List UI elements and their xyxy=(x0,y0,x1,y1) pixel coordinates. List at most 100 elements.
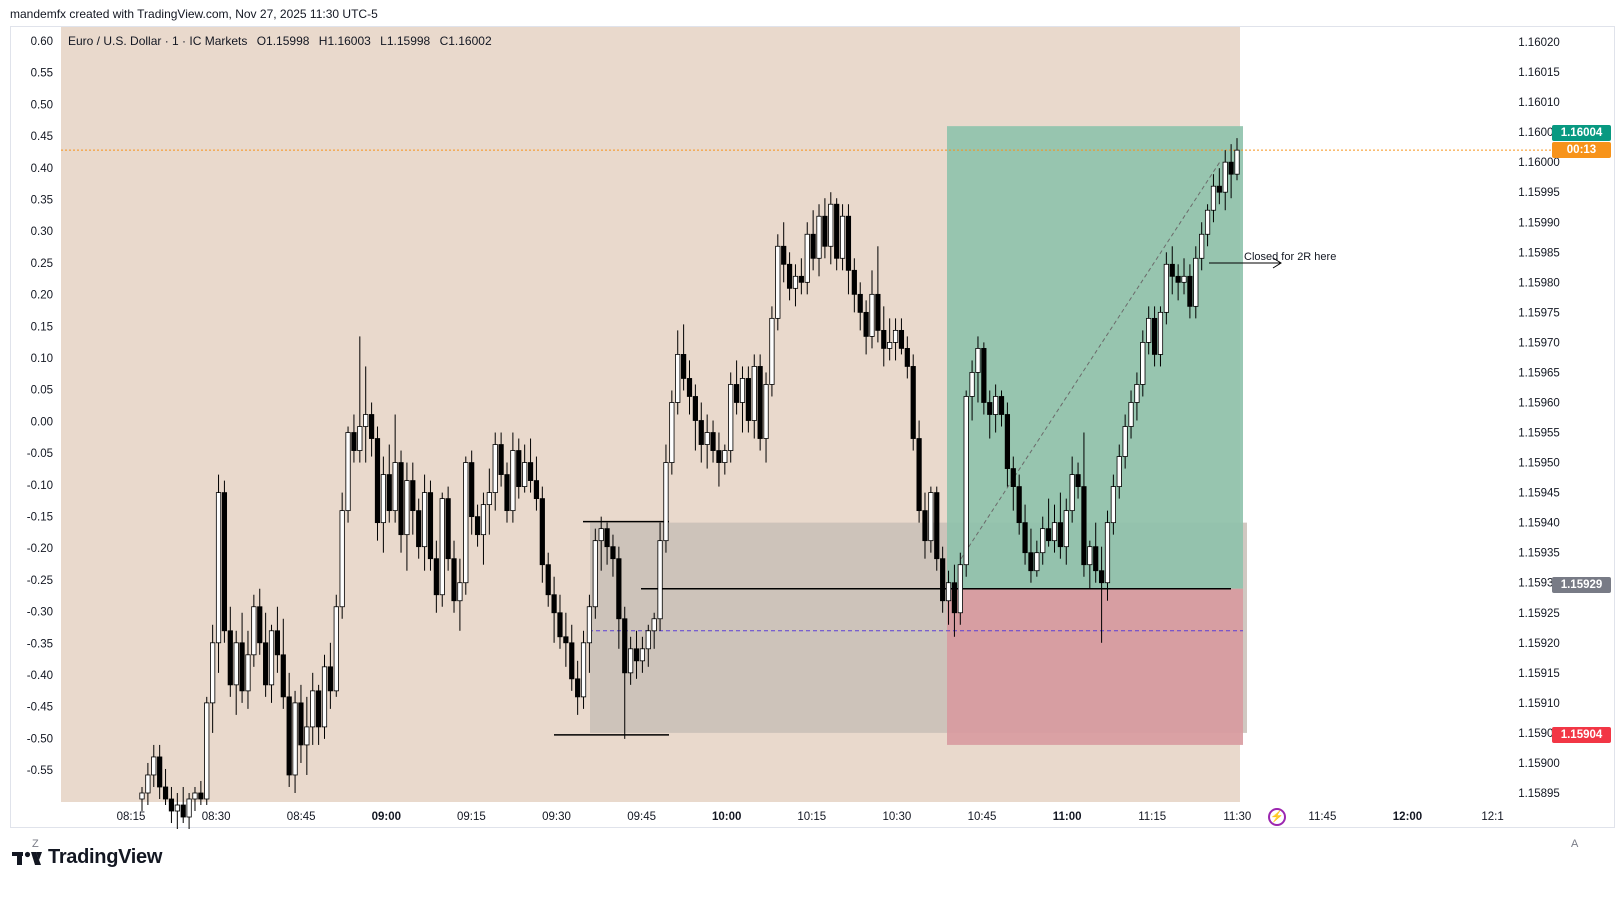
candle[interactable] xyxy=(628,636,634,685)
candle[interactable] xyxy=(221,480,228,643)
candle[interactable] xyxy=(975,336,981,403)
candle[interactable] xyxy=(945,570,952,625)
candle[interactable] xyxy=(469,450,475,535)
candle[interactable] xyxy=(1040,516,1046,565)
candle[interactable] xyxy=(1016,474,1022,535)
candle[interactable] xyxy=(516,438,522,499)
candle[interactable] xyxy=(916,420,922,523)
candle[interactable] xyxy=(633,630,640,679)
candle[interactable] xyxy=(386,444,392,523)
candle[interactable] xyxy=(310,672,316,745)
candle[interactable] xyxy=(1163,252,1169,325)
candle[interactable] xyxy=(486,468,492,535)
candle[interactable] xyxy=(663,444,669,553)
candle[interactable] xyxy=(457,558,463,631)
candle[interactable] xyxy=(551,576,557,643)
chart-canvas[interactable]: Closed for 2R here 1.16020 1.16015 1.16010 1… xyxy=(11,27,1616,829)
candle[interactable] xyxy=(339,492,345,619)
candle[interactable] xyxy=(1110,474,1116,535)
candle[interactable] xyxy=(374,426,381,541)
chart-frame[interactable]: Closed for 2R here 1.16020 1.16015 1.16010 1… xyxy=(10,26,1616,829)
candle[interactable] xyxy=(1098,546,1105,643)
candle[interactable] xyxy=(616,546,622,649)
candle[interactable] xyxy=(963,390,969,577)
candle[interactable] xyxy=(439,492,445,607)
candle[interactable] xyxy=(957,552,963,625)
candle[interactable] xyxy=(863,300,869,355)
candle[interactable] xyxy=(522,444,528,493)
candle[interactable] xyxy=(233,630,239,715)
candle[interactable] xyxy=(1104,510,1111,601)
candle[interactable] xyxy=(492,432,498,511)
candle[interactable] xyxy=(304,696,310,775)
candle[interactable] xyxy=(1181,258,1187,295)
candle[interactable] xyxy=(510,432,516,523)
candle[interactable] xyxy=(822,198,828,259)
candle[interactable] xyxy=(1151,306,1158,367)
axis-scale-left-button[interactable]: Z xyxy=(32,838,39,850)
candle[interactable] xyxy=(157,744,163,799)
candle[interactable] xyxy=(657,522,663,631)
candle[interactable] xyxy=(527,438,534,493)
candle[interactable] xyxy=(333,594,339,697)
candle[interactable] xyxy=(804,222,810,295)
candle[interactable] xyxy=(504,462,510,523)
candle[interactable] xyxy=(1134,372,1140,421)
candle[interactable] xyxy=(1210,174,1217,223)
candle[interactable] xyxy=(416,498,422,559)
candle[interactable] xyxy=(1216,168,1222,205)
candle[interactable] xyxy=(292,690,298,793)
candle[interactable] xyxy=(1034,540,1040,577)
candle[interactable] xyxy=(910,354,916,451)
candle[interactable] xyxy=(139,786,145,812)
candle[interactable] xyxy=(474,504,481,547)
candle[interactable] xyxy=(321,654,328,739)
candle[interactable] xyxy=(892,318,899,361)
candle[interactable] xyxy=(215,474,222,673)
candle[interactable] xyxy=(498,432,504,487)
candle[interactable] xyxy=(251,594,257,667)
candle[interactable] xyxy=(257,588,263,655)
candle[interactable] xyxy=(586,594,593,673)
candle[interactable] xyxy=(775,234,781,331)
candle[interactable] xyxy=(922,492,928,559)
candle[interactable] xyxy=(728,372,734,463)
candle[interactable] xyxy=(298,684,304,763)
candle[interactable] xyxy=(757,354,763,451)
candle[interactable] xyxy=(604,522,610,565)
candle[interactable] xyxy=(851,258,857,313)
candle[interactable] xyxy=(357,336,363,463)
candle[interactable] xyxy=(669,390,675,475)
candle[interactable] xyxy=(1122,414,1128,469)
candle[interactable] xyxy=(745,366,751,433)
candle[interactable] xyxy=(987,390,993,439)
candle[interactable] xyxy=(769,306,775,397)
candle[interactable] xyxy=(1004,402,1011,487)
candle[interactable] xyxy=(1069,456,1075,523)
candle[interactable] xyxy=(427,480,434,571)
flash-icon[interactable]: ⚡ xyxy=(1268,808,1286,826)
candle[interactable] xyxy=(174,792,180,829)
candle[interactable] xyxy=(404,462,410,571)
candle[interactable] xyxy=(192,786,198,812)
candle[interactable] xyxy=(1116,444,1122,499)
candle[interactable] xyxy=(1028,528,1034,583)
candle[interactable] xyxy=(951,564,958,637)
candle[interactable] xyxy=(710,420,716,463)
candle[interactable] xyxy=(845,204,852,295)
candle[interactable] xyxy=(622,606,628,739)
candle[interactable] xyxy=(881,306,887,367)
candle[interactable] xyxy=(781,222,787,283)
candle[interactable] xyxy=(575,660,581,715)
candle[interactable] xyxy=(580,630,587,709)
candle[interactable] xyxy=(480,492,487,565)
candle[interactable] xyxy=(1063,498,1069,565)
candle[interactable] xyxy=(869,270,875,349)
candle[interactable] xyxy=(816,204,822,277)
candle[interactable] xyxy=(722,444,728,475)
candle[interactable] xyxy=(686,360,693,415)
candle[interactable] xyxy=(733,360,740,415)
candle[interactable] xyxy=(451,540,457,613)
candle[interactable] xyxy=(1234,138,1240,181)
candle[interactable] xyxy=(798,258,804,295)
